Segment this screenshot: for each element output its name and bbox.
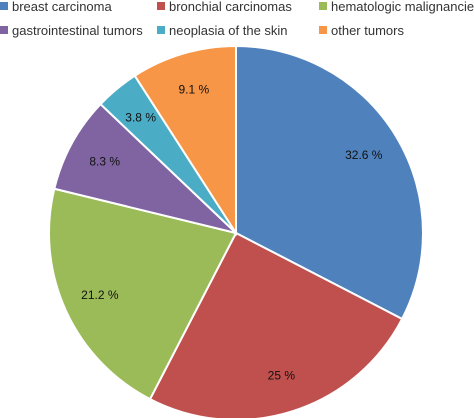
pie-slice-5 [133, 44, 237, 237]
legend-swatch-1 [157, 2, 165, 10]
legend-entry-5: other tumors [331, 23, 404, 38]
legend-swatch-4 [157, 26, 165, 34]
pie-slice-3 [53, 102, 240, 235]
legend-swatch-3 [0, 26, 8, 34]
legend-entry-1: bronchial carcinomas [169, 0, 292, 14]
pie-slice-2 [48, 187, 238, 401]
legend-entry-0: breast carcinoma [12, 0, 112, 14]
legend-swatch-0 [0, 2, 8, 10]
legend-entry-3: gastrointestinal tumors [12, 23, 143, 38]
slice-label-3: 8.3 % [89, 154, 120, 168]
slice-label-1: 25 % [268, 369, 296, 383]
slice-label-2: 21.2 % [81, 288, 119, 302]
legend: breast carcinoma bronchial carcinomas hema… [0, 0, 474, 38]
pie-slices [48, 44, 424, 418]
pie-slice-0 [235, 44, 424, 321]
slice-label-5: 9.1 % [178, 82, 209, 96]
legend-entry-2: hematologic malignancies [331, 0, 474, 14]
legend-swatch-2 [319, 2, 327, 10]
legend-entry-4: neoplasia of the skin [169, 23, 288, 38]
slice-labels: 32.6 % 25 % 21.2 % 8.3 % 3.8 % 9.1 % [81, 82, 383, 382]
slice-label-0: 32.6 % [345, 148, 383, 162]
legend-swatch-5 [319, 26, 327, 34]
slice-label-4: 3.8 % [125, 111, 156, 125]
